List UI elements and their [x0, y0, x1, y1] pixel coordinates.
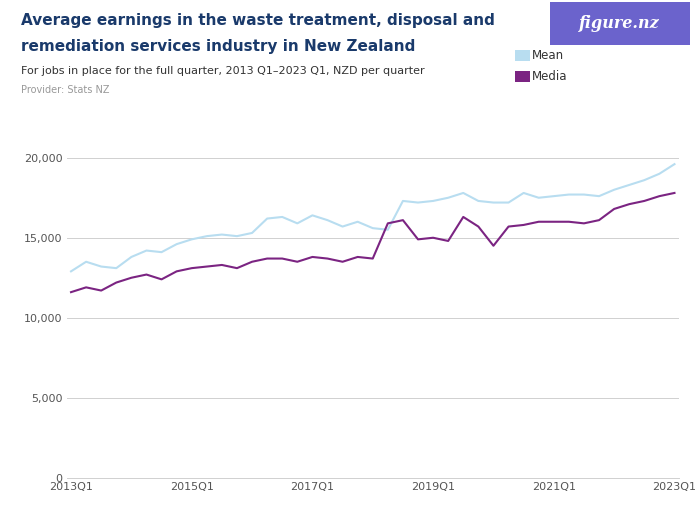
Text: Mean: Mean — [532, 49, 564, 61]
Text: Provider: Stats NZ: Provider: Stats NZ — [21, 85, 109, 95]
Text: remediation services industry in New Zealand: remediation services industry in New Zea… — [21, 39, 415, 55]
Text: figure.nz: figure.nz — [579, 15, 660, 32]
Text: Media: Media — [532, 70, 568, 82]
Text: Average earnings in the waste treatment, disposal and: Average earnings in the waste treatment,… — [21, 13, 495, 28]
Text: For jobs in place for the full quarter, 2013 Q1–2023 Q1, NZD per quarter: For jobs in place for the full quarter, … — [21, 66, 425, 76]
